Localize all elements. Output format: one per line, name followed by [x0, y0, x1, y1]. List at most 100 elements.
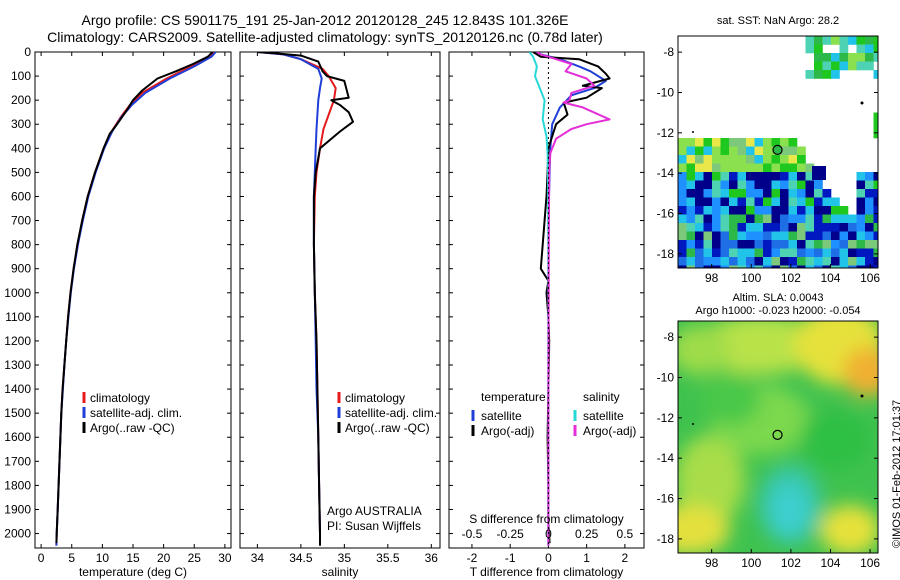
sst-cell [686, 146, 696, 156]
y-tick-label: 1200 [4, 334, 31, 348]
sst-cell [729, 265, 738, 268]
sst-cell [720, 265, 730, 268]
sst-cell [839, 44, 849, 54]
sst-cell [695, 231, 704, 241]
sst-cell [737, 257, 747, 266]
legend-title-salinity: salinity [583, 390, 620, 404]
plot-frame [239, 51, 441, 549]
island-dot [860, 101, 864, 105]
sst-cell [754, 138, 764, 147]
sst-cell [788, 248, 798, 258]
sst-cell [729, 163, 738, 173]
x-tick-label: 30 [218, 551, 232, 565]
x-axis-label: temperature (deg C) [79, 565, 187, 579]
sst-cell [865, 231, 874, 241]
sst-cell [695, 146, 704, 156]
sst-cell [780, 248, 789, 258]
profile-title: Argo profile: CS 5901175_191 25-Jan-2012… [81, 12, 569, 28]
sst-cell [865, 53, 874, 62]
sst-cell [797, 180, 806, 190]
sst-cell [712, 231, 721, 241]
x-tick-label: 20 [157, 551, 171, 565]
map-y-tick-label: -18 [657, 532, 675, 546]
sst-cell [737, 265, 747, 268]
sst-cell [812, 166, 826, 180]
sst-cell [814, 240, 823, 249]
series-group [528, 52, 611, 546]
sst-cell [865, 248, 874, 258]
sst-cell [678, 223, 687, 232]
sst-cell [771, 240, 781, 249]
sst-cell [737, 240, 747, 249]
map-y-tick-label: -16 [657, 492, 675, 506]
sst-cell [763, 214, 772, 224]
sst-cell [839, 36, 849, 45]
sst-cell [678, 257, 687, 266]
sst-cell [797, 197, 806, 207]
sst-cell [788, 146, 798, 156]
sst-cell [856, 180, 866, 190]
sst-cell [763, 265, 772, 268]
sst-cell [873, 44, 878, 54]
sst-map-title: sat. SST: NaN Argo: 28.2 [716, 15, 840, 27]
sst-cell [729, 223, 738, 232]
sst-cell [746, 206, 755, 215]
map-y-tick-label: -12 [657, 126, 675, 140]
island-dot [860, 394, 864, 398]
sst-cell [720, 206, 730, 215]
sst-cell [873, 240, 878, 249]
series-group [55, 52, 217, 546]
sla-anomaly-blob [700, 321, 820, 375]
sst-cell [856, 197, 866, 207]
sst-cell [720, 146, 730, 156]
sst-cell [831, 61, 840, 71]
sst-cell [746, 240, 755, 249]
sst-cell [703, 214, 713, 224]
sst-cell [678, 248, 687, 258]
sst-cell [720, 189, 730, 198]
map-x-tick-label: 102 [781, 556, 801, 570]
legend-label: Argo(..raw -QC) [345, 421, 430, 435]
y-tick-label: 100 [11, 69, 31, 83]
sst-cell [720, 231, 730, 241]
s-tick-label: 0 [545, 527, 552, 541]
island-dot [692, 131, 694, 133]
sst-cell [754, 214, 764, 224]
sst-cell [865, 36, 874, 45]
sla-anomaly-blob [678, 505, 730, 553]
map-x-tick-label: 106 [860, 271, 880, 285]
sst-cell [839, 240, 849, 249]
map-y-tick-label: -8 [663, 45, 674, 59]
x-axis-label: T difference from climatology [470, 565, 624, 579]
sla-map-title: Altim. SLA: 0.0043 [732, 292, 824, 304]
sst-cell [754, 231, 764, 241]
difference-panel: -2 -1 0 1 2T difference from climatology S di… [448, 51, 645, 579]
sst-cell [831, 223, 840, 232]
sst-cell [763, 189, 772, 198]
sst-cell [797, 240, 806, 249]
s-tick-label: 0.5 [617, 527, 634, 541]
sla-blobs [678, 321, 878, 553]
sst-cell [763, 172, 772, 181]
sst-cell [737, 214, 747, 224]
sst-cell [805, 206, 815, 215]
sst-cell [856, 257, 866, 266]
sst-cell [712, 138, 721, 147]
sst-cell [729, 240, 738, 249]
sst-cell [686, 163, 696, 173]
sst-cell [712, 155, 721, 164]
sst-cell [873, 121, 878, 130]
x-tick-label: 1 [583, 551, 590, 565]
sst-cell [822, 265, 832, 268]
sst-cell [856, 36, 866, 45]
sst-cell [686, 155, 696, 164]
sst-cell [754, 146, 764, 156]
argo-annotation-pi: PI: Susan Wijffels [327, 519, 421, 533]
sst-cell [686, 223, 696, 232]
sst-cell [822, 36, 832, 45]
sst-cell [712, 248, 721, 258]
sst-cell [771, 223, 781, 232]
sst-cell [814, 61, 823, 71]
sst-cell [831, 214, 840, 224]
legend-label: satellite-adj. clim. [345, 406, 437, 420]
